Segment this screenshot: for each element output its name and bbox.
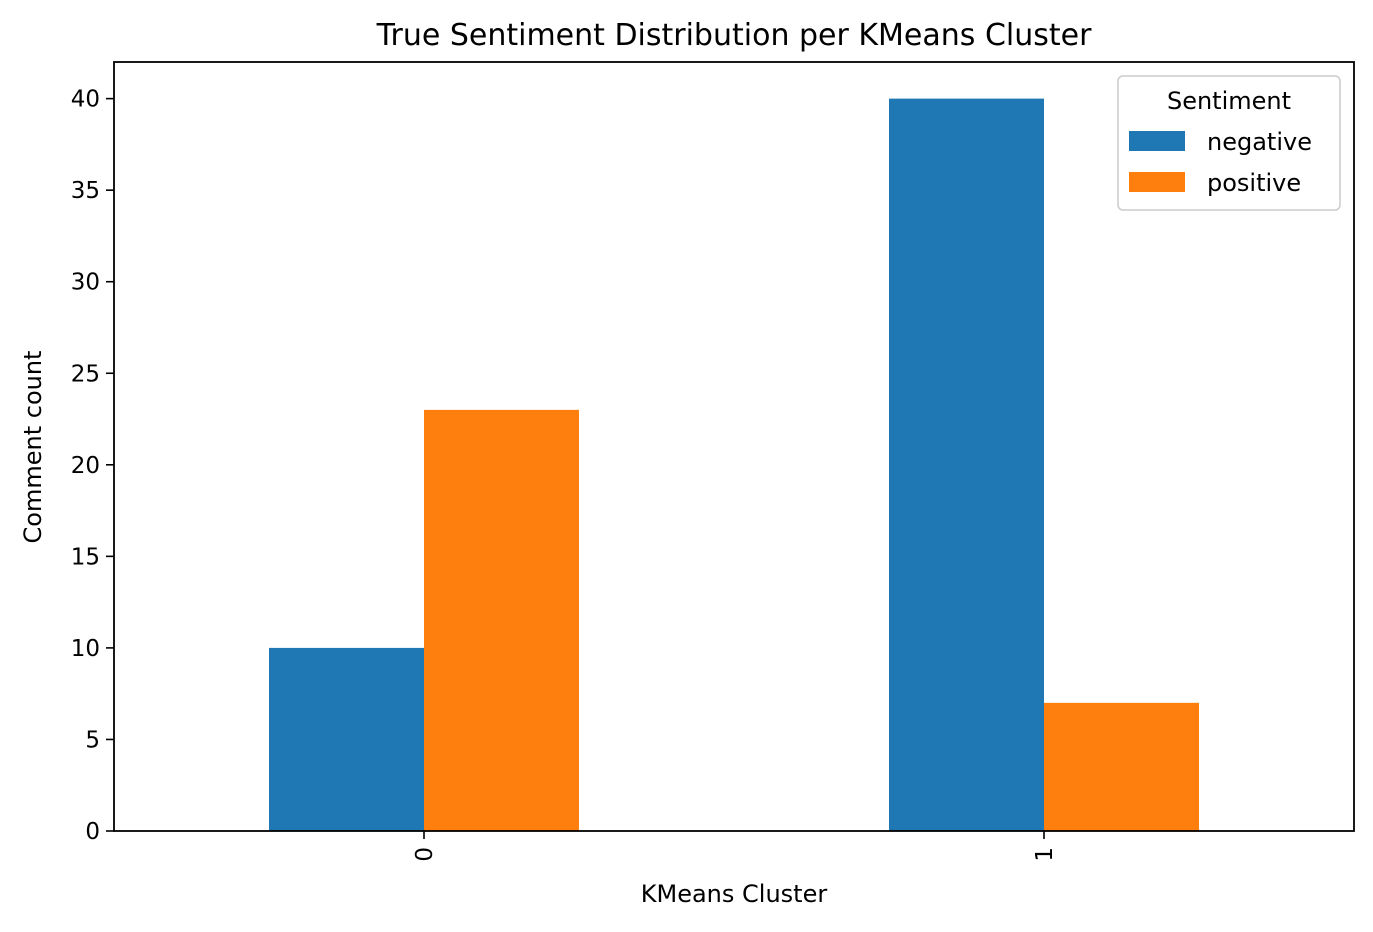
legend-swatch-negative [1129, 131, 1185, 151]
legend-title: Sentiment [1167, 87, 1291, 115]
y-tick-label: 15 [71, 544, 100, 570]
chart-title: True Sentiment Distribution per KMeans C… [376, 18, 1093, 53]
y-tick-label: 0 [85, 819, 100, 845]
y-tick-label: 25 [71, 361, 100, 387]
plot-frame [113, 61, 1355, 832]
y-tick-label: 5 [85, 727, 100, 753]
y-tick-label: 30 [71, 270, 100, 296]
x-tick-label: 1 [1032, 847, 1058, 862]
y-tick-label: 40 [71, 87, 100, 113]
bar-positive-cluster-0 [424, 409, 579, 831]
y-tick-label: 10 [71, 636, 100, 662]
bars-layer [269, 98, 1199, 832]
bar-negative-cluster-1 [889, 98, 1044, 832]
legend-entries: negative positive [1129, 128, 1312, 197]
y-tick-label: 20 [71, 453, 100, 479]
x-tick-label: 0 [412, 847, 438, 862]
legend-swatch-positive [1129, 172, 1185, 192]
axes-layer: 0 5 10 15 20 25 30 35 40 0 1 [71, 61, 1355, 862]
y-axis-label: Comment count [19, 351, 47, 544]
legend-label-positive: positive [1207, 169, 1301, 197]
x-axis-label: KMeans Cluster [641, 880, 828, 908]
legend: Sentiment negative positive [1117, 75, 1341, 211]
legend-label-negative: negative [1207, 128, 1312, 156]
bar-negative-cluster-0 [269, 647, 424, 831]
y-tick-label: 35 [71, 178, 100, 204]
bar-positive-cluster-1 [1044, 702, 1199, 831]
